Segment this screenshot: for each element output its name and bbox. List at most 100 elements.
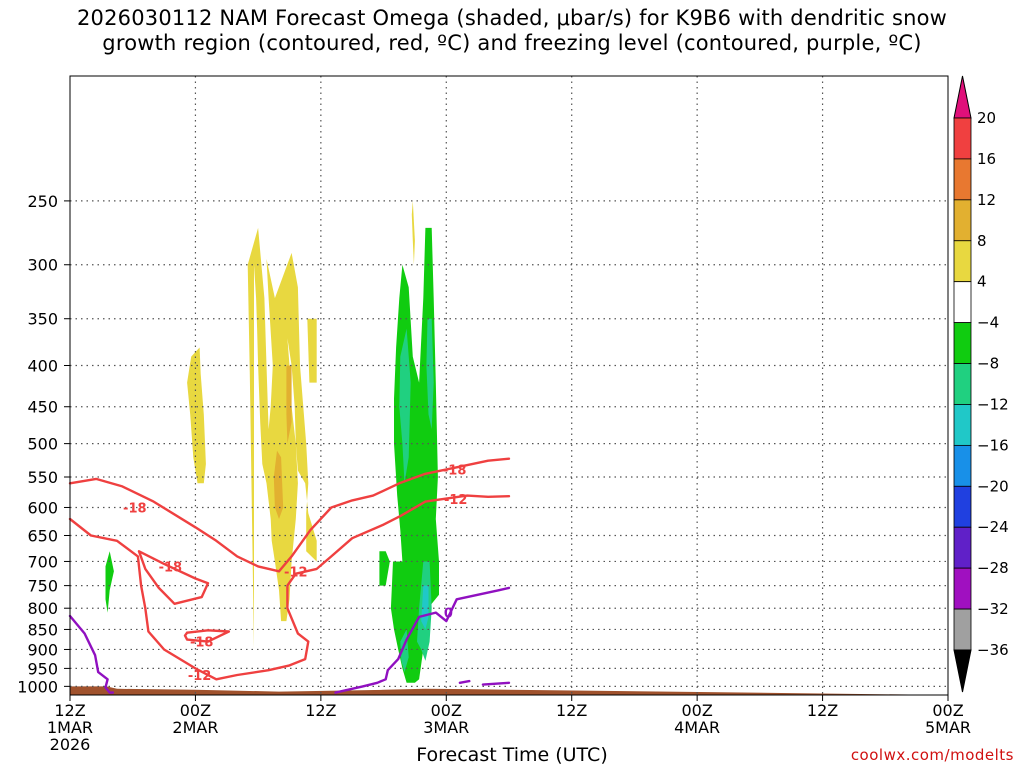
x-tick-label-36-2: 3MAR <box>423 718 469 737</box>
colorbar-label-5: −4 <box>977 314 999 332</box>
colorbar-band-1 <box>953 158 972 201</box>
colorbar-label-7: −12 <box>977 395 1009 413</box>
y-tick-label-1000: 1000 <box>17 677 58 696</box>
omega-region-8 <box>105 551 114 613</box>
contour-freezing-0-6 <box>458 679 471 684</box>
omega-region-5 <box>273 450 284 519</box>
contour-dgz-18-0 <box>68 457 511 573</box>
x-tick-label-60-2: 4MAR <box>674 718 720 737</box>
omega-region-3 <box>411 200 415 265</box>
colorbar-label-12: −32 <box>977 600 1009 618</box>
plot-frame <box>69 75 949 696</box>
contour-label-7: 0 <box>444 607 453 622</box>
terrain-layer <box>70 686 948 695</box>
contour-freezing-0-4 <box>68 614 115 694</box>
colorbar-label-4: 4 <box>977 273 987 291</box>
omega-region-9 <box>399 328 411 484</box>
x-tick-label-12-1: 00Z <box>180 701 211 720</box>
colorbar-label-8: −16 <box>977 436 1009 454</box>
x-axis-title: Forecast Time (UTC) <box>416 744 608 766</box>
colorbar-label-2: 12 <box>977 191 996 209</box>
colorbar-label-3: 8 <box>977 232 987 250</box>
y-tick-label-500: 500 <box>27 435 58 454</box>
x-tick-label-84-1: 00Z <box>932 701 963 720</box>
contour-label-0: -18 <box>123 501 147 516</box>
colorbar-band-6 <box>953 363 972 405</box>
x-tick-label-12-2: 2MAR <box>172 718 218 737</box>
colorbar-band-5 <box>953 322 972 364</box>
colorbar-band-3 <box>953 240 972 283</box>
y-tick-label-250: 250 <box>27 192 58 211</box>
colorbar-band-8 <box>953 444 972 487</box>
y-tick-label-950: 950 <box>27 659 58 678</box>
omega-region-2 <box>307 318 317 383</box>
omega-region-13 <box>421 585 429 630</box>
x-tick-label-24-1: 12Z <box>305 701 336 720</box>
y-tick-label-900: 900 <box>27 640 58 659</box>
colorbar-under-arrow <box>953 649 972 693</box>
contour-freezing-0-7 <box>481 681 511 686</box>
omega-region-4 <box>286 365 292 444</box>
y-tick-label-700: 700 <box>27 552 58 571</box>
y-tick-label-550: 550 <box>27 468 58 487</box>
contour-dgz-18-3 <box>183 629 231 643</box>
colorbar-label-9: −20 <box>977 477 1009 495</box>
contour-dgz-12-1 <box>68 494 511 681</box>
colorbar-band-9 <box>953 485 972 528</box>
y-tick-label-650: 650 <box>27 527 58 546</box>
colorbar-band-10 <box>953 526 972 569</box>
colorbar: 20 16 12 8 4 −4 −8 −12 −16 −20 −24 −28 −32 −36 <box>953 75 1009 693</box>
colorbar-label-6: −8 <box>977 355 999 373</box>
y-tick-label-400: 400 <box>27 356 58 375</box>
contour-dgz-18-2 <box>137 550 210 605</box>
colorbar-band-4 <box>953 281 972 324</box>
y-tick-label-800: 800 <box>27 599 58 618</box>
contour-label-3: -12 <box>188 669 212 684</box>
axes-layer: 2503003504004505005506006507007508008509… <box>17 75 971 754</box>
y-tick-label-350: 350 <box>27 310 58 329</box>
omega-region-10 <box>426 318 434 430</box>
colorbar-label-13: −36 <box>977 641 1009 659</box>
contour-label-2: -18 <box>190 636 214 651</box>
y-tick-label-300: 300 <box>27 256 58 275</box>
omega-region-1 <box>187 347 206 484</box>
chart-title-line-1: 2026030112 NAM Forecast Omega (shaded, μ… <box>76 6 948 30</box>
contour-label-layer: -18 -18 -18 -12 -12 -18 -12 0 <box>123 463 468 684</box>
contour-label-4: -12 <box>284 565 308 580</box>
x-tick-label-0-3: 2026 <box>50 735 91 754</box>
contour-layer <box>68 457 511 694</box>
contour-label-1: -18 <box>159 560 183 575</box>
omega-region-7 <box>379 551 390 586</box>
colorbar-over-arrow <box>953 75 972 119</box>
x-tick-label-0-1: 12Z <box>54 701 85 720</box>
contour-label-6: -12 <box>444 493 468 508</box>
colorbar-band-0 <box>953 117 972 160</box>
contour-freezing-0-5 <box>334 586 511 694</box>
y-tick-label-750: 750 <box>27 577 58 596</box>
colorbar-band-2 <box>953 199 972 242</box>
omega-shading-layer <box>105 200 439 683</box>
x-tick-label-48-1: 12Z <box>556 701 587 720</box>
colorbar-band-11 <box>953 567 972 610</box>
omega-region-0 <box>247 227 317 650</box>
x-tick-label-72-1: 12Z <box>807 701 838 720</box>
x-tick-label-36-1: 00Z <box>431 701 462 720</box>
y-tick-label-600: 600 <box>27 498 58 517</box>
contour-label-5: -18 <box>443 463 467 478</box>
y-tick-label-850: 850 <box>27 620 58 639</box>
grid-layer <box>70 76 948 695</box>
colorbar-label-0: 20 <box>977 109 996 127</box>
colorbar-label-11: −28 <box>977 559 1009 577</box>
credit-link[interactable]: coolwx.com/modelts <box>850 746 1014 764</box>
x-tick-label-60-1: 00Z <box>681 701 712 720</box>
colorbar-label-1: 16 <box>977 150 996 168</box>
terrain-fill <box>70 686 948 695</box>
chart-title-line-2: growth region (contoured, red, ºC) and f… <box>102 31 922 55</box>
x-tick-label-84-2: 5MAR <box>925 718 971 737</box>
chart-title: 2026030112 NAM Forecast Omega (shaded, μ… <box>0 6 1024 56</box>
x-tick-label-0-2: 1MAR <box>47 718 93 737</box>
colorbar-band-12 <box>953 608 972 651</box>
y-tick-label-450: 450 <box>27 398 58 417</box>
colorbar-band-7 <box>953 404 972 446</box>
